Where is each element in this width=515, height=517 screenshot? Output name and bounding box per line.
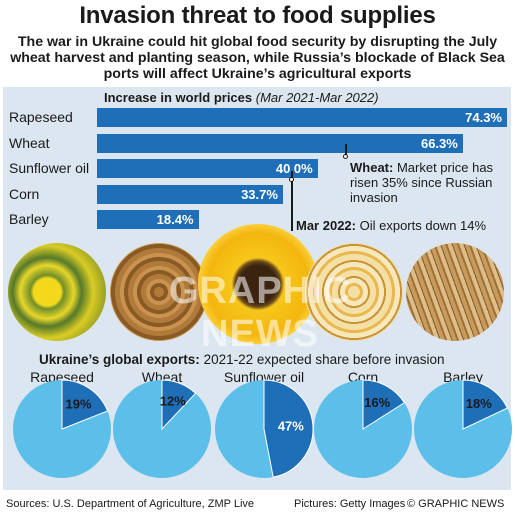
prices-period: (Mar 2021-Mar 2022) xyxy=(255,90,379,105)
bar-wheat: 66.3% xyxy=(97,133,463,153)
pie-barley: 18% xyxy=(414,379,512,478)
exports-subtitle: 2021-22 expected share before invasion xyxy=(203,352,445,367)
oil-note-text: Oil exports down 14% xyxy=(359,218,487,233)
footer-sources: Sources: U.S. Department of Agriculture,… xyxy=(6,498,255,510)
bar-barley: 18.4% xyxy=(97,210,199,229)
pie-value-barley: 18% xyxy=(466,396,492,411)
page-title: Invasion threat to food supplies xyxy=(79,2,436,29)
footer-credit: © GRAPHIC NEWS xyxy=(407,498,505,510)
pie-corn: 16% xyxy=(314,379,412,478)
footer-pictures: Pictures: Getty Images xyxy=(294,498,406,510)
bar-sunflower-oil: 40.0% xyxy=(97,159,318,178)
pie-rapeseed: 19% xyxy=(13,379,111,478)
pie-slice-ukraine-sunflower-oil xyxy=(263,379,314,478)
pie-label-rapeseed: Rapeseed xyxy=(30,369,94,385)
oil-leader-dot xyxy=(289,177,294,182)
pie-value-sunflower-oil: 47% xyxy=(278,418,304,433)
bar-label-wheat: Wheat xyxy=(9,134,50,151)
pie-value-corn: 16% xyxy=(364,395,390,410)
bar-label-corn: Corn xyxy=(9,185,40,202)
exports-title-text: Ukraine’s global exports: xyxy=(39,352,200,367)
rapeseed-photo xyxy=(8,243,106,341)
oil-note-label: Mar 2022: xyxy=(296,218,356,233)
pie-slice-ukraine-rapeseed xyxy=(61,379,109,430)
pie-slice-ukraine-wheat xyxy=(161,379,197,431)
page-subtitle: The war in Ukraine could hit global food… xyxy=(10,34,505,82)
prices-title-text: Increase in world prices xyxy=(104,90,253,105)
wheat-leader-line xyxy=(345,144,347,158)
pie-sunflower-oil: 47% xyxy=(215,379,314,478)
corn-photo xyxy=(305,243,403,341)
oil-leader-line xyxy=(291,171,293,231)
wheat-note: Wheat: Market price has risen 35% since … xyxy=(350,160,510,205)
wheat-photo xyxy=(110,243,208,341)
barley-photo xyxy=(406,243,504,341)
bar-label-rapeseed: Rapeseed xyxy=(9,109,73,125)
sunflower-photo xyxy=(198,224,318,344)
prices-section-title: Increase in world prices (Mar 2021-Mar 2… xyxy=(104,90,379,105)
pie-slice-ukraine-corn xyxy=(362,379,406,430)
watermark: GRAPHIC NEWS xyxy=(168,270,352,355)
pie-slice-ukraine-barley xyxy=(462,379,509,430)
bar-label-barley: Barley xyxy=(9,211,49,227)
bar-corn: 33.7% xyxy=(97,184,283,204)
wheat-leader-dot xyxy=(343,154,348,159)
bar-label-sunflower-oil: Sunflower oil xyxy=(9,160,90,176)
bar-rapeseed: 74.3% xyxy=(97,108,507,127)
pie-value-rapeseed: 19% xyxy=(66,397,92,412)
pie-wheat: 12% xyxy=(113,379,211,478)
wheat-note-text: Market price has risen 35% since Russian… xyxy=(350,160,494,205)
oil-note: Mar 2022: Oil exports down 14% xyxy=(296,218,511,233)
pie-value-wheat: 12% xyxy=(160,394,186,409)
pie-label-sunflower-oil: Sunflower oil xyxy=(223,369,305,385)
exports-section-title: Ukraine’s global exports: 2021-22 expect… xyxy=(39,352,444,367)
wheat-note-label: Wheat: xyxy=(350,160,394,175)
